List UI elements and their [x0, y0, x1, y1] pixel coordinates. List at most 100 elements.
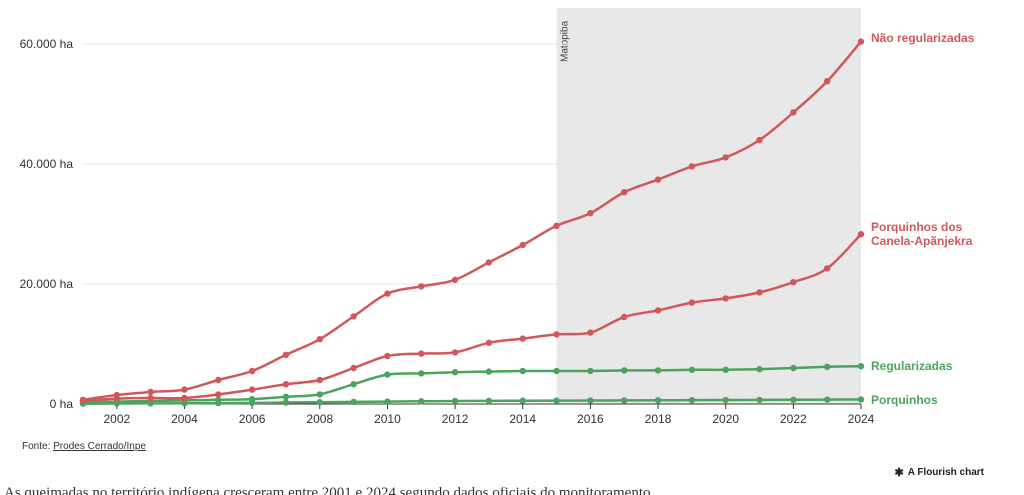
- data-point: [621, 397, 628, 404]
- data-point: [519, 335, 526, 342]
- data-point: [790, 109, 797, 116]
- data-point: [350, 381, 357, 388]
- data-point: [553, 397, 560, 404]
- data-point: [316, 391, 323, 398]
- series-label: Porquinhos: [871, 393, 938, 407]
- x-tick-label: 2002: [103, 412, 130, 426]
- cutoff-caption: As queimadas no território indígena cres…: [0, 487, 1024, 495]
- series-label: Porquinhos dos Canela-Apãnjekra: [871, 220, 973, 248]
- data-point: [621, 189, 628, 196]
- data-point: [113, 391, 121, 399]
- series-1: [79, 231, 865, 405]
- series-label: Não regularizadas: [871, 31, 975, 45]
- data-point: [756, 396, 763, 404]
- data-point: [215, 391, 222, 398]
- data-point: [722, 295, 729, 302]
- data-point: [248, 386, 256, 393]
- data-point: [756, 136, 763, 144]
- data-point: [654, 367, 662, 374]
- data-point: [451, 369, 459, 376]
- data-point: [756, 366, 763, 373]
- data-point: [485, 259, 493, 266]
- series-lines: [79, 38, 865, 407]
- data-point: [451, 276, 459, 283]
- x-tick-label: 2020: [712, 412, 739, 426]
- series-label-line: Porquinhos: [871, 393, 938, 407]
- data-point: [519, 367, 526, 375]
- x-tick-label: 2024: [848, 412, 875, 426]
- data-point: [823, 265, 831, 272]
- data-point: [350, 364, 357, 372]
- data-point: [654, 307, 662, 314]
- data-point: [248, 396, 256, 403]
- data-point: [553, 331, 560, 338]
- data-point: [451, 397, 459, 405]
- data-point: [823, 78, 831, 85]
- series-label: Regularizadas: [871, 359, 953, 373]
- data-point: [553, 367, 560, 375]
- data-point: [790, 364, 797, 372]
- data-point: [790, 279, 797, 286]
- data-point: [688, 163, 696, 170]
- data-point: [722, 366, 729, 373]
- y-tick-label: 20.000 ha: [20, 277, 74, 291]
- series-label-line: Regularizadas: [871, 359, 953, 373]
- series-label-line: Porquinhos dos: [871, 220, 963, 234]
- data-point: [418, 350, 425, 357]
- x-tick-label: 2012: [442, 412, 469, 426]
- data-point: [587, 210, 594, 217]
- flourish-logo-icon: ✱: [894, 467, 904, 479]
- data-point: [282, 351, 290, 358]
- data-point: [79, 396, 87, 403]
- data-point: [857, 38, 865, 45]
- series-2: [79, 363, 865, 406]
- data-point: [587, 329, 594, 336]
- data-point: [181, 386, 188, 393]
- series-0: [79, 38, 865, 403]
- matopiba-band-layer: Matopiba: [556, 8, 861, 404]
- data-point: [282, 381, 290, 388]
- source-link[interactable]: Prodes Cerrado/Inpe: [53, 441, 146, 452]
- axes: 0 ha 20.000 ha 40.000 ha 60.000 ha 2002 2004 2…: [20, 37, 875, 426]
- y-tick-label: 40.000 ha: [20, 157, 74, 171]
- x-tick-label: 2016: [577, 412, 604, 426]
- flourish-credit[interactable]: ✱ A Flourish chart: [894, 466, 984, 479]
- data-point: [384, 352, 391, 360]
- data-point: [418, 283, 425, 290]
- data-point: [587, 397, 594, 404]
- data-point: [621, 367, 628, 374]
- cutoff-caption-text: As queimadas no território indígena cres…: [4, 487, 655, 495]
- data-point: [316, 399, 323, 406]
- x-tick-label: 2006: [239, 412, 266, 426]
- data-point: [857, 396, 865, 403]
- series-label-line: Não regularizadas: [871, 31, 975, 45]
- x-tick-label: 2010: [374, 412, 401, 426]
- data-point: [350, 313, 357, 320]
- data-point: [790, 396, 797, 403]
- data-point: [282, 399, 290, 406]
- data-point: [688, 299, 696, 306]
- data-point: [418, 370, 425, 377]
- data-point: [248, 367, 256, 375]
- x-tick-label: 2008: [306, 412, 333, 426]
- data-point: [587, 367, 594, 375]
- data-point: [654, 397, 662, 404]
- y-tick-label: 0 ha: [50, 397, 74, 411]
- data-point: [384, 290, 391, 297]
- source-note: Fonte: Prodes Cerrado/Inpe: [22, 441, 146, 452]
- data-point: [621, 313, 628, 321]
- data-point: [823, 396, 831, 403]
- flourish-credit-text: A Flourish chart: [907, 467, 984, 478]
- data-point: [316, 336, 323, 343]
- x-tick-label: 2018: [645, 412, 672, 426]
- x-tick-label: 2022: [780, 412, 807, 426]
- data-point: [181, 394, 188, 402]
- data-point: [215, 376, 222, 384]
- data-point: [553, 222, 560, 229]
- data-point: [485, 339, 493, 346]
- data-point: [316, 376, 323, 384]
- data-point: [485, 397, 493, 405]
- data-point: [384, 398, 391, 405]
- matopiba-band-label: Matopiba: [560, 20, 571, 62]
- source-prefix: Fonte:: [22, 441, 54, 452]
